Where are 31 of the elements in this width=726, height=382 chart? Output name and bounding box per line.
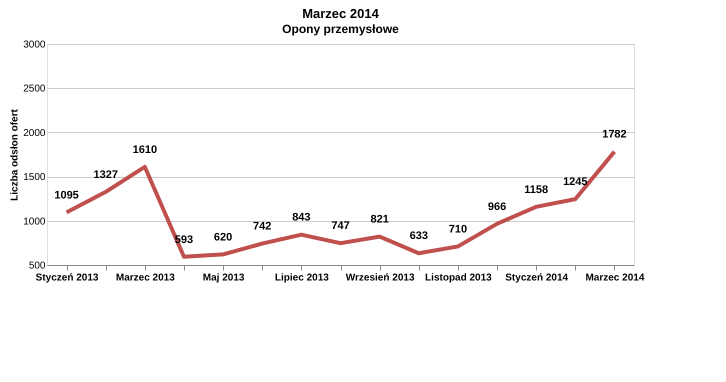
data-label: 1158 — [524, 184, 548, 196]
y-tick-label: 3000 — [23, 40, 46, 50]
y-axis-title: Liczba odsłon ofert — [9, 108, 20, 201]
y-tick-label: 500 — [28, 260, 46, 272]
data-label: 1782 — [602, 128, 627, 141]
data-label: 710 — [448, 223, 468, 236]
data-label: 1610 — [132, 144, 158, 156]
data-label: 1095 — [54, 189, 79, 202]
data-label: 742 — [253, 220, 272, 233]
x-tick-label: Styczeń 2014 — [505, 272, 569, 284]
y-tick-label: 1500 — [23, 172, 46, 184]
x-tick-label: Lipiec 2013 — [274, 272, 330, 284]
data-label: 1245 — [563, 176, 588, 188]
y-tick-label: 2000 — [23, 128, 46, 139]
x-tick-label: Styczeń 2013 — [36, 272, 99, 284]
x-tick-label: Listopad 2013 — [425, 272, 492, 284]
x-tick-label: Wrzesień 2013 — [346, 272, 415, 284]
data-label: 633 — [410, 230, 428, 242]
x-tick-label: Marzec 2014 — [585, 272, 645, 284]
data-label: 1327 — [93, 168, 118, 181]
data-label: 620 — [214, 231, 232, 244]
data-label: 843 — [292, 212, 311, 224]
chart-title: Marzec 2014 — [302, 6, 380, 21]
x-tick-label: Marzec 2013 — [116, 272, 176, 284]
data-label: 821 — [370, 214, 389, 226]
chart-subtitle: Opony przemysłowe — [282, 22, 400, 36]
y-tick-label: 2500 — [23, 84, 46, 95]
x-tick-label: Maj 2013 — [202, 272, 245, 284]
data-label: 747 — [331, 220, 350, 232]
data-label: 966 — [488, 200, 506, 213]
y-tick-label: 1000 — [23, 216, 46, 228]
